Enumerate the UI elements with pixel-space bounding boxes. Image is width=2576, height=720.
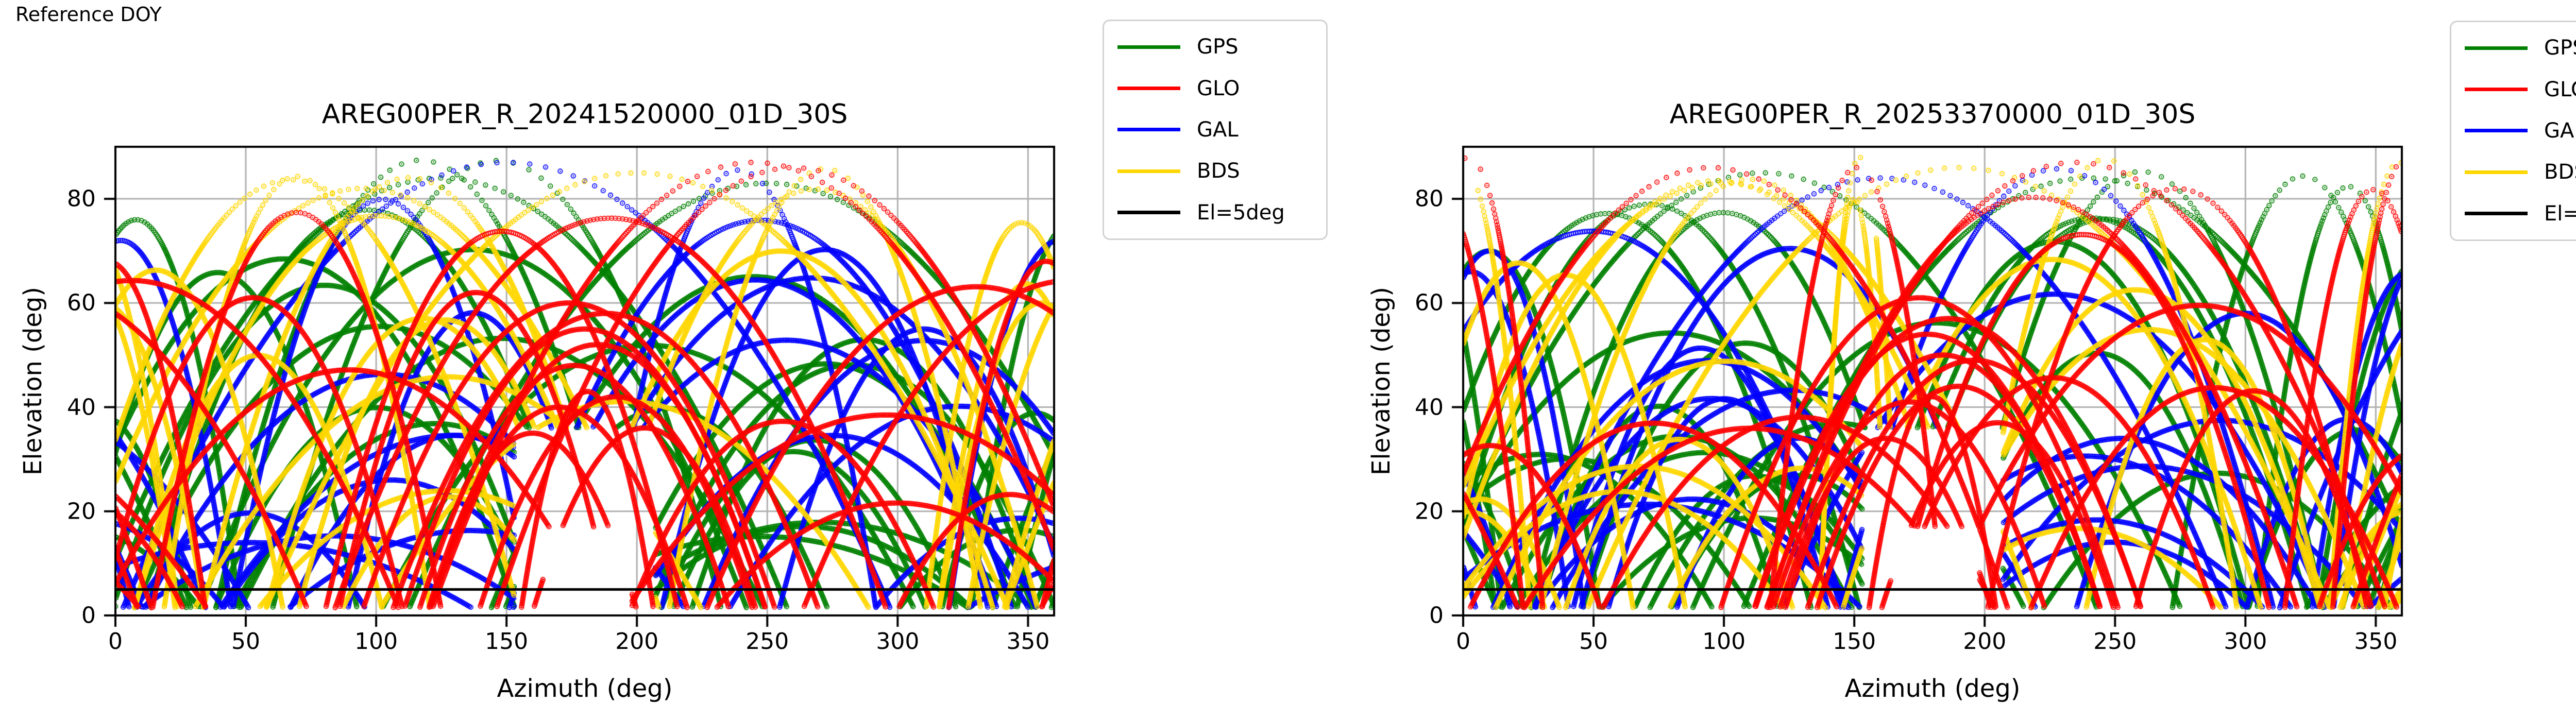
legend-line-sample <box>1117 211 1180 215</box>
legend-line-sample <box>2465 46 2528 50</box>
legend-label: GPS <box>1197 35 1239 59</box>
plot1-y-tick-label: 20 <box>67 498 96 525</box>
legend-row-glo: GLO <box>2465 78 2576 101</box>
plot1-y-tick-label: 80 <box>67 185 96 212</box>
plot1-x-tick-label: 250 <box>745 628 789 655</box>
plot1-legend: GPS GLO GAL BDS El=5deg <box>1103 20 1328 240</box>
legend-line-sample <box>2465 170 2528 174</box>
legend-line-sample <box>1117 169 1180 173</box>
plot1-x-tick-label: 350 <box>1006 628 1050 655</box>
plot2-x-tick-label: 50 <box>1579 628 1608 655</box>
legend-row-gal: GAL <box>1117 118 1326 142</box>
plot2-legend: GPS GLO GAL BDS El=5deg <box>2450 21 2576 241</box>
plot1-y-tick-label: 0 <box>81 602 96 629</box>
plot1-x-tick-label: 0 <box>108 628 123 655</box>
plot1-x-tick-label: 50 <box>231 628 261 655</box>
plot2-x-tick-label: 150 <box>1833 628 1876 655</box>
plot2-y-tick-label: 0 <box>1429 602 1444 629</box>
plot1-x-tick-label: 150 <box>485 628 529 655</box>
legend-label: El=5deg <box>1197 200 1285 225</box>
legend-label: El=5deg <box>2544 201 2576 226</box>
legend-line-sample <box>1117 87 1180 91</box>
plot2-y-tick-label: 60 <box>1415 289 1444 316</box>
plot2-y-tick-label: 80 <box>1415 185 1444 212</box>
legend-label: GLO <box>1197 76 1240 100</box>
legend-row-bds: BDS <box>1117 159 1326 183</box>
legend-row-el-5deg: El=5deg <box>1117 201 1326 225</box>
legend-row-gps: GPS <box>2465 36 2576 60</box>
plot2-x-tick-label: 300 <box>2224 628 2267 655</box>
legend-row-gal: GAL <box>2465 119 2576 143</box>
plot2-x-tick-label: 250 <box>2093 628 2137 655</box>
legend-row-gps: GPS <box>1117 35 1326 59</box>
plot1-x-tick-label: 300 <box>876 628 920 655</box>
reference-doy-label: Reference DOY <box>15 3 162 26</box>
legend-label: GPS <box>2544 36 2576 60</box>
plot1-title: AREG00PER_R_20241520000_01D_30S <box>321 99 848 130</box>
legend-line-sample <box>2465 129 2528 133</box>
plot2-x-tick-label: 200 <box>1963 628 2007 655</box>
legend-row-glo: GLO <box>1117 77 1326 100</box>
plot2-x-axis-label: Azimuth (deg) <box>1844 674 2021 703</box>
legend-line-sample <box>2465 88 2528 92</box>
legend-label: GAL <box>1197 117 1239 142</box>
plot2-x-tick-label: 100 <box>1702 628 1746 655</box>
plot2-x-tick-label: 350 <box>2354 628 2398 655</box>
plot2-x-tick-label: 0 <box>1456 628 1470 655</box>
plot1-x-tick-label: 200 <box>615 628 659 655</box>
legend-label: BDS <box>1197 159 1240 183</box>
plot1-y-tick-label: 60 <box>67 289 96 316</box>
plot2-y-tick-label: 40 <box>1415 394 1444 421</box>
legend-line-sample <box>1117 45 1180 49</box>
legend-line-sample <box>1117 128 1180 132</box>
legend-label: BDS <box>2544 160 2576 184</box>
plot2-title: AREG00PER_R_20253370000_01D_30S <box>1669 99 2196 130</box>
legend-label: GAL <box>2544 118 2576 143</box>
plot1-x-axis-label: Azimuth (deg) <box>497 674 673 703</box>
legend-label: GLO <box>2544 77 2576 101</box>
legend-row-bds: BDS <box>2465 160 2576 184</box>
legend-row-el-5deg: El=5deg <box>2465 202 2576 226</box>
plot2-y-tick-label: 20 <box>1415 498 1444 525</box>
plot1-x-tick-label: 100 <box>354 628 398 655</box>
legend-line-sample <box>2465 212 2528 216</box>
plot1-y-tick-label: 40 <box>67 394 96 421</box>
